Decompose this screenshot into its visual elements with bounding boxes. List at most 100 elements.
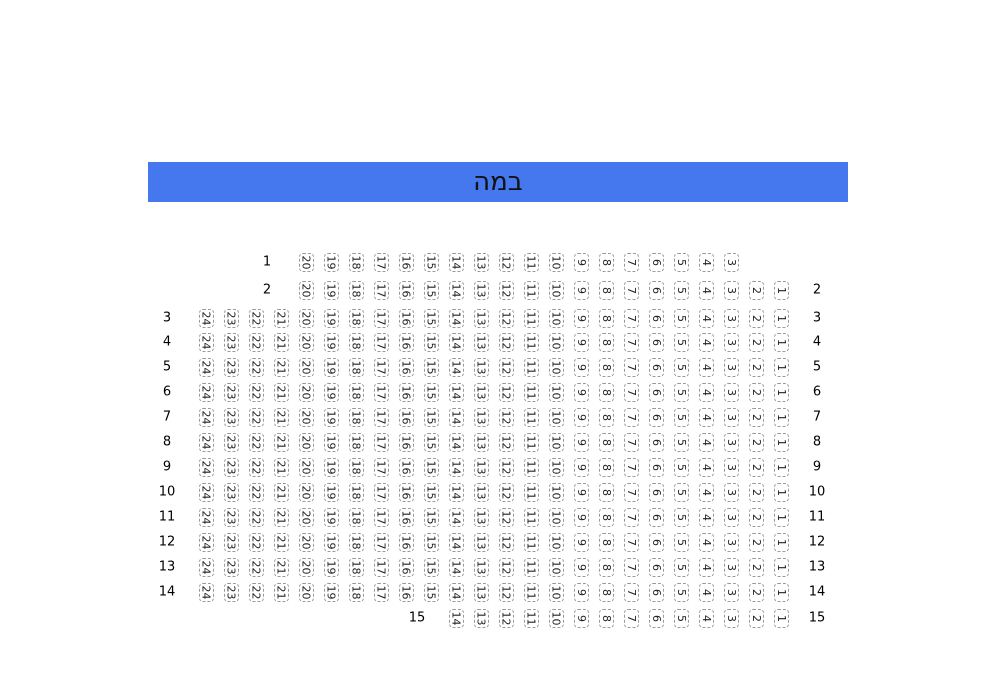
seat[interactable]: 17 — [373, 332, 389, 352]
seat[interactable]: 21 — [273, 357, 289, 377]
seat[interactable]: 24 — [198, 457, 214, 477]
seat[interactable]: 23 — [223, 332, 239, 352]
seat[interactable]: 12 — [498, 332, 514, 352]
seat[interactable]: 1 — [773, 382, 789, 402]
seat[interactable]: 22 — [248, 382, 264, 402]
seat[interactable]: 15 — [423, 482, 439, 502]
seat[interactable]: 6 — [648, 280, 664, 300]
seat[interactable]: 24 — [198, 507, 214, 527]
seat[interactable]: 20 — [298, 357, 314, 377]
seat[interactable]: 4 — [698, 432, 714, 452]
seat[interactable]: 9 — [573, 432, 589, 452]
seat[interactable]: 11 — [523, 608, 539, 628]
seat[interactable]: 23 — [223, 582, 239, 602]
seat[interactable]: 5 — [673, 382, 689, 402]
seat[interactable]: 19 — [323, 582, 339, 602]
seat[interactable]: 2 — [748, 582, 764, 602]
seat[interactable]: 13 — [473, 308, 489, 328]
seat[interactable]: 23 — [223, 532, 239, 552]
seat[interactable]: 21 — [273, 482, 289, 502]
seat[interactable]: 4 — [698, 382, 714, 402]
seat[interactable]: 1 — [773, 482, 789, 502]
seat[interactable]: 22 — [248, 432, 264, 452]
seat[interactable]: 11 — [523, 457, 539, 477]
seat[interactable]: 10 — [548, 582, 564, 602]
seat[interactable]: 13 — [473, 482, 489, 502]
seat[interactable]: 15 — [423, 332, 439, 352]
seat[interactable]: 7 — [623, 382, 639, 402]
seat[interactable]: 4 — [698, 457, 714, 477]
seat[interactable]: 3 — [723, 608, 739, 628]
seat[interactable]: 1 — [773, 507, 789, 527]
seat[interactable]: 9 — [573, 507, 589, 527]
seat[interactable]: 5 — [673, 308, 689, 328]
seat[interactable]: 14 — [448, 252, 464, 272]
seat[interactable]: 24 — [198, 557, 214, 577]
seat[interactable]: 23 — [223, 407, 239, 427]
seat[interactable]: 7 — [623, 252, 639, 272]
seat[interactable]: 10 — [548, 308, 564, 328]
seat[interactable]: 4 — [698, 482, 714, 502]
seat[interactable]: 17 — [373, 382, 389, 402]
seat[interactable]: 19 — [323, 252, 339, 272]
seat[interactable]: 5 — [673, 407, 689, 427]
seat[interactable]: 8 — [598, 582, 614, 602]
seat[interactable]: 22 — [248, 507, 264, 527]
seat[interactable]: 4 — [698, 557, 714, 577]
seat[interactable]: 8 — [598, 532, 614, 552]
seat[interactable]: 15 — [423, 432, 439, 452]
seat[interactable]: 3 — [723, 557, 739, 577]
seat[interactable]: 23 — [223, 482, 239, 502]
seat[interactable]: 14 — [448, 582, 464, 602]
seat[interactable]: 18 — [348, 457, 364, 477]
seat[interactable]: 17 — [373, 482, 389, 502]
seat[interactable]: 3 — [723, 457, 739, 477]
seat[interactable]: 4 — [698, 357, 714, 377]
seat[interactable]: 17 — [373, 457, 389, 477]
seat[interactable]: 4 — [698, 407, 714, 427]
seat[interactable]: 15 — [423, 252, 439, 272]
seat[interactable]: 24 — [198, 532, 214, 552]
seat[interactable]: 16 — [398, 332, 414, 352]
seat[interactable]: 21 — [273, 382, 289, 402]
seat[interactable]: 21 — [273, 582, 289, 602]
seat[interactable]: 18 — [348, 252, 364, 272]
seat[interactable]: 3 — [723, 407, 739, 427]
seat[interactable]: 20 — [298, 280, 314, 300]
seat[interactable]: 24 — [198, 407, 214, 427]
seat[interactable]: 16 — [398, 557, 414, 577]
seat[interactable]: 19 — [323, 557, 339, 577]
seat[interactable]: 12 — [498, 482, 514, 502]
seat[interactable]: 1 — [773, 557, 789, 577]
seat[interactable]: 5 — [673, 280, 689, 300]
seat[interactable]: 11 — [523, 332, 539, 352]
seat[interactable]: 20 — [298, 482, 314, 502]
seat[interactable]: 7 — [623, 432, 639, 452]
seat[interactable]: 14 — [448, 608, 464, 628]
seat[interactable]: 3 — [723, 332, 739, 352]
seat[interactable]: 17 — [373, 308, 389, 328]
seat[interactable]: 20 — [298, 432, 314, 452]
seat[interactable]: 10 — [548, 457, 564, 477]
seat[interactable]: 20 — [298, 407, 314, 427]
seat[interactable]: 12 — [498, 532, 514, 552]
seat[interactable]: 9 — [573, 457, 589, 477]
seat[interactable]: 17 — [373, 252, 389, 272]
seat[interactable]: 3 — [723, 432, 739, 452]
seat[interactable]: 15 — [423, 457, 439, 477]
seat[interactable]: 5 — [673, 557, 689, 577]
seat[interactable]: 9 — [573, 608, 589, 628]
seat[interactable]: 23 — [223, 457, 239, 477]
seat[interactable]: 14 — [448, 308, 464, 328]
seat[interactable]: 8 — [598, 308, 614, 328]
seat[interactable]: 20 — [298, 308, 314, 328]
seat[interactable]: 1 — [773, 582, 789, 602]
seat[interactable]: 4 — [698, 280, 714, 300]
seat[interactable]: 22 — [248, 557, 264, 577]
seat[interactable]: 4 — [698, 532, 714, 552]
seat[interactable]: 12 — [498, 382, 514, 402]
seat[interactable]: 13 — [473, 252, 489, 272]
seat[interactable]: 5 — [673, 482, 689, 502]
seat[interactable]: 9 — [573, 308, 589, 328]
seat[interactable]: 8 — [598, 280, 614, 300]
